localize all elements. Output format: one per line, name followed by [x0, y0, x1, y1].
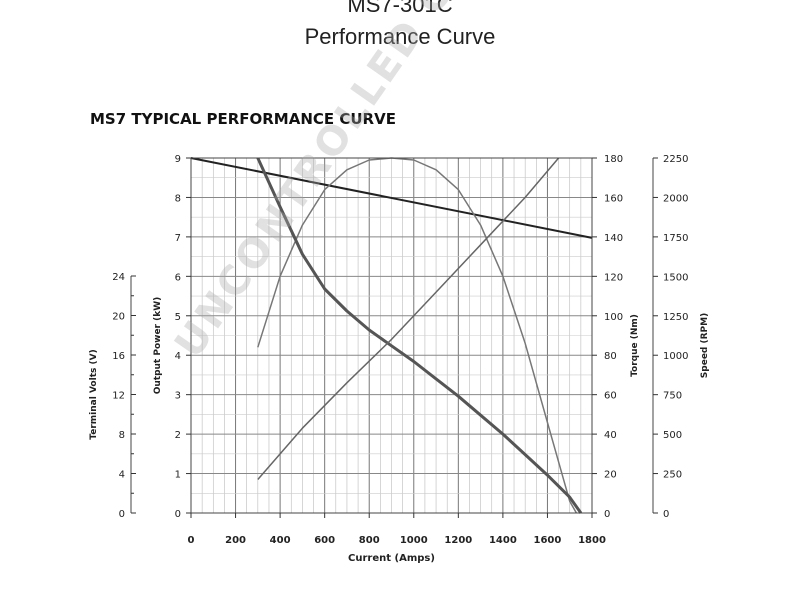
- power-tick-label: 1: [175, 470, 181, 481]
- x-tick-label: 600: [314, 535, 335, 546]
- model-title: MS7-301C: [347, 0, 453, 17]
- speed-tick-label: 0: [663, 509, 669, 520]
- x-tick-label: 0: [188, 535, 195, 546]
- torque-axis-label: Torque (Nm): [630, 314, 640, 377]
- torque-tick-label: 40: [604, 430, 617, 441]
- x-tick-label: 200: [225, 535, 246, 546]
- series-lines: [190, 157, 593, 514]
- torque-tick-label: 100: [604, 312, 623, 323]
- series-line-terminal-volts: [190, 157, 593, 239]
- speed-tick-label: 750: [663, 391, 682, 402]
- torque-tick-label: 160: [604, 193, 623, 204]
- series-line-speed: [256, 157, 583, 514]
- volts-tick-label: 0: [119, 509, 125, 520]
- speed-tick-label: 250: [663, 470, 682, 481]
- torque-tick-label: 20: [604, 470, 617, 481]
- axes: 0 200 400 600 800 1000 1200 1400 1600 1800Current…: [89, 154, 710, 564]
- x-tick-label: 1000: [400, 535, 428, 546]
- x-tick-label: 1400: [489, 535, 517, 546]
- grid: [190, 157, 593, 514]
- power-tick-label: 9: [175, 154, 181, 165]
- volts-tick-label: 16: [112, 351, 125, 362]
- chart-title: MS7 TYPICAL PERFORMANCE CURVE: [90, 110, 396, 128]
- x-tick-label: 1800: [578, 535, 606, 546]
- speed-tick-label: 1000: [663, 351, 688, 362]
- speed-tick-label: 1500: [663, 272, 688, 283]
- power-tick-label: 7: [175, 233, 181, 244]
- power-tick-label: 8: [175, 193, 181, 204]
- power-tick-label: 5: [175, 312, 181, 323]
- volts-tick-label: 12: [112, 391, 125, 402]
- power-tick-label: 4: [175, 351, 181, 362]
- power-axis-label: Output Power (kW): [153, 297, 163, 395]
- torque-tick-label: 180: [604, 154, 623, 165]
- x-tick-label: 400: [270, 535, 291, 546]
- x-tick-label: 1600: [534, 535, 562, 546]
- series-line-torque: [257, 157, 560, 480]
- plot-frame: [190, 157, 593, 514]
- speed-tick-label: 500: [663, 430, 682, 441]
- page-subtitle: Performance Curve: [304, 24, 496, 49]
- torque-tick-label: 60: [604, 391, 617, 402]
- speed-tick-label: 1750: [663, 233, 688, 244]
- speed-tick-label: 2250: [663, 154, 688, 165]
- power-tick-label: 2: [175, 430, 181, 441]
- series-line-output-power: [257, 157, 578, 514]
- speed-tick-label: 2000: [663, 193, 688, 204]
- volts-tick-label: 20: [112, 312, 125, 323]
- speed-axis-label: Speed (RPM): [700, 313, 710, 378]
- power-tick-label: 6: [175, 272, 181, 283]
- volts-tick-label: 8: [119, 430, 125, 441]
- torque-tick-label: 120: [604, 272, 623, 283]
- x-axis-label: Current (Amps): [348, 553, 435, 564]
- power-tick-label: 0: [175, 509, 181, 520]
- x-tick-label: 1200: [444, 535, 472, 546]
- power-tick-label: 3: [175, 391, 181, 402]
- speed-tick-label: 1250: [663, 312, 688, 323]
- volts-tick-label: 24: [112, 272, 125, 283]
- torque-tick-label: 80: [604, 351, 617, 362]
- torque-tick-label: 140: [604, 233, 623, 244]
- torque-tick-label: 0: [604, 509, 610, 520]
- volts-tick-label: 4: [119, 470, 125, 481]
- volts-axis-label: Terminal Volts (V): [89, 349, 99, 439]
- x-tick-label: 800: [359, 535, 380, 546]
